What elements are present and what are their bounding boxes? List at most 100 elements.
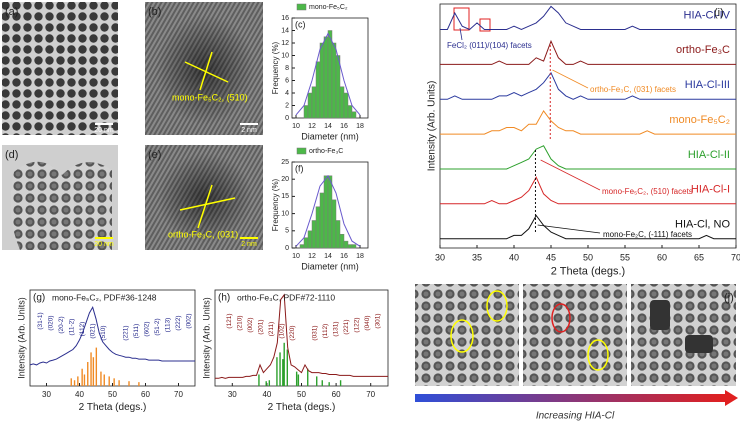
fringe [179, 197, 236, 211]
chart-title: ortho-Fe₃C, PDF#72-1110 [237, 292, 335, 302]
peak-label: (021) [90, 323, 97, 338]
x-tick-label: 18 [356, 253, 364, 260]
y-tick-label: 4 [285, 90, 289, 97]
bar [327, 30, 333, 119]
peak-label: (121) [226, 313, 233, 328]
peak-label: (102) [279, 323, 286, 338]
bar [311, 220, 317, 249]
xrd-curve [215, 293, 388, 379]
panel-label: (g) [33, 293, 45, 304]
series-label: HIA-Cl-IV [684, 9, 731, 21]
x-tick-label: 12 [308, 253, 316, 260]
y-axis-title: Frequency (%) [271, 178, 280, 231]
scale-text: 20 nm [94, 241, 114, 248]
x-tick-label: 50 [108, 390, 117, 399]
panel-label: (a) [5, 6, 18, 18]
x-tick-label: 40 [75, 390, 84, 399]
y-tick-label: 16 [281, 15, 289, 22]
series-label: HIA-Cl-I [691, 184, 730, 196]
peak-label: (210) [237, 315, 244, 330]
peak-label: (112) [322, 324, 329, 339]
arrow-head [725, 390, 738, 406]
bar [331, 42, 337, 119]
peak-label: (602) [144, 321, 151, 336]
large-particle [650, 300, 670, 330]
panel-label: (d) [5, 149, 18, 161]
xrd-curve [440, 39, 736, 65]
callout-arrow [459, 27, 463, 41]
peak-label: (51-2) [154, 318, 161, 335]
peak-label: (20-2) [58, 316, 65, 333]
bar [335, 220, 341, 249]
peak-label: (221) [343, 319, 350, 334]
x-tick-label: 70 [731, 252, 740, 262]
callout-arrow [552, 69, 589, 89]
xrd-curve [440, 145, 736, 170]
bar [303, 237, 309, 249]
peak-label: (040) [364, 315, 371, 330]
bar [335, 55, 341, 119]
legend-swatch [296, 3, 307, 11]
series-label: HIA-Cl, NO [675, 218, 730, 230]
x-tick-label: 65 [694, 252, 704, 262]
bar [299, 244, 305, 249]
annotation: FeCl₂ (011)/(104) facets [447, 41, 532, 50]
bar [303, 105, 309, 119]
xrd-curve [440, 214, 736, 240]
particles [10, 161, 112, 250]
x-axis-title: Diameter (nm) [301, 131, 359, 141]
peak-label: (113) [165, 318, 172, 333]
highlight [486, 290, 508, 322]
annotation: mono-Fe₅C₂, (510) facets [602, 187, 693, 196]
y-axis-title: Intensity (Arb. Units) [427, 81, 438, 172]
y-tick-label: 0 [285, 115, 289, 122]
particle [155, 15, 255, 125]
annotation: mono-Fe₂C, (-111) facets [603, 230, 692, 239]
x-tick-label: 10 [292, 123, 300, 130]
bar [319, 42, 325, 119]
x-tick-label: 40 [509, 252, 519, 262]
peak-label: (220) [289, 325, 296, 340]
peak-label: (031) [312, 325, 319, 340]
annotation: mono-Fe₅C₂, (510) [172, 92, 248, 102]
annotation: ortho-Fe₃C, (031) [168, 229, 238, 239]
gradient-arrow [415, 394, 725, 402]
micrograph [415, 284, 519, 386]
y-tick-label: 5 [285, 228, 289, 235]
peak-label: (020) [48, 315, 55, 330]
micrograph [2, 2, 118, 135]
peak-label: (221) [123, 325, 130, 340]
micrograph [523, 284, 627, 386]
fringe [199, 51, 213, 91]
peak-label: (31-1) [37, 312, 44, 329]
y-tick-label: 10 [281, 52, 289, 59]
peak-label: (222) [175, 315, 182, 330]
x-tick-label: 12 [308, 123, 316, 130]
bar [339, 86, 345, 119]
highlight [551, 303, 571, 333]
scale-text: 2 nm [241, 241, 257, 248]
x-tick-label: 60 [657, 252, 667, 262]
bar [343, 240, 349, 249]
bar [319, 192, 325, 249]
bar [351, 244, 357, 249]
xrd-curve [440, 109, 736, 135]
caption: Increasing HIA-Cl [536, 411, 615, 422]
annotation: ortho-Fe₃C, (031) facets [590, 85, 676, 94]
x-tick-label: 45 [546, 252, 556, 262]
xrd-curve [29, 306, 195, 366]
y-tick-label: 15 [281, 193, 289, 200]
y-tick-label: 14 [281, 27, 289, 34]
x-tick-label: 14 [324, 253, 332, 260]
highlight [450, 319, 474, 353]
bar [311, 86, 317, 119]
micrograph [631, 284, 736, 386]
fringe [197, 184, 213, 229]
panel-label: (h) [218, 293, 230, 304]
y-tick-label: 0 [285, 245, 289, 252]
fit-curve [295, 32, 361, 116]
x-axis-title: Diameter (nm) [301, 261, 359, 271]
y-tick-label: 20 [281, 176, 289, 183]
y-tick-label: 6 [285, 77, 289, 84]
